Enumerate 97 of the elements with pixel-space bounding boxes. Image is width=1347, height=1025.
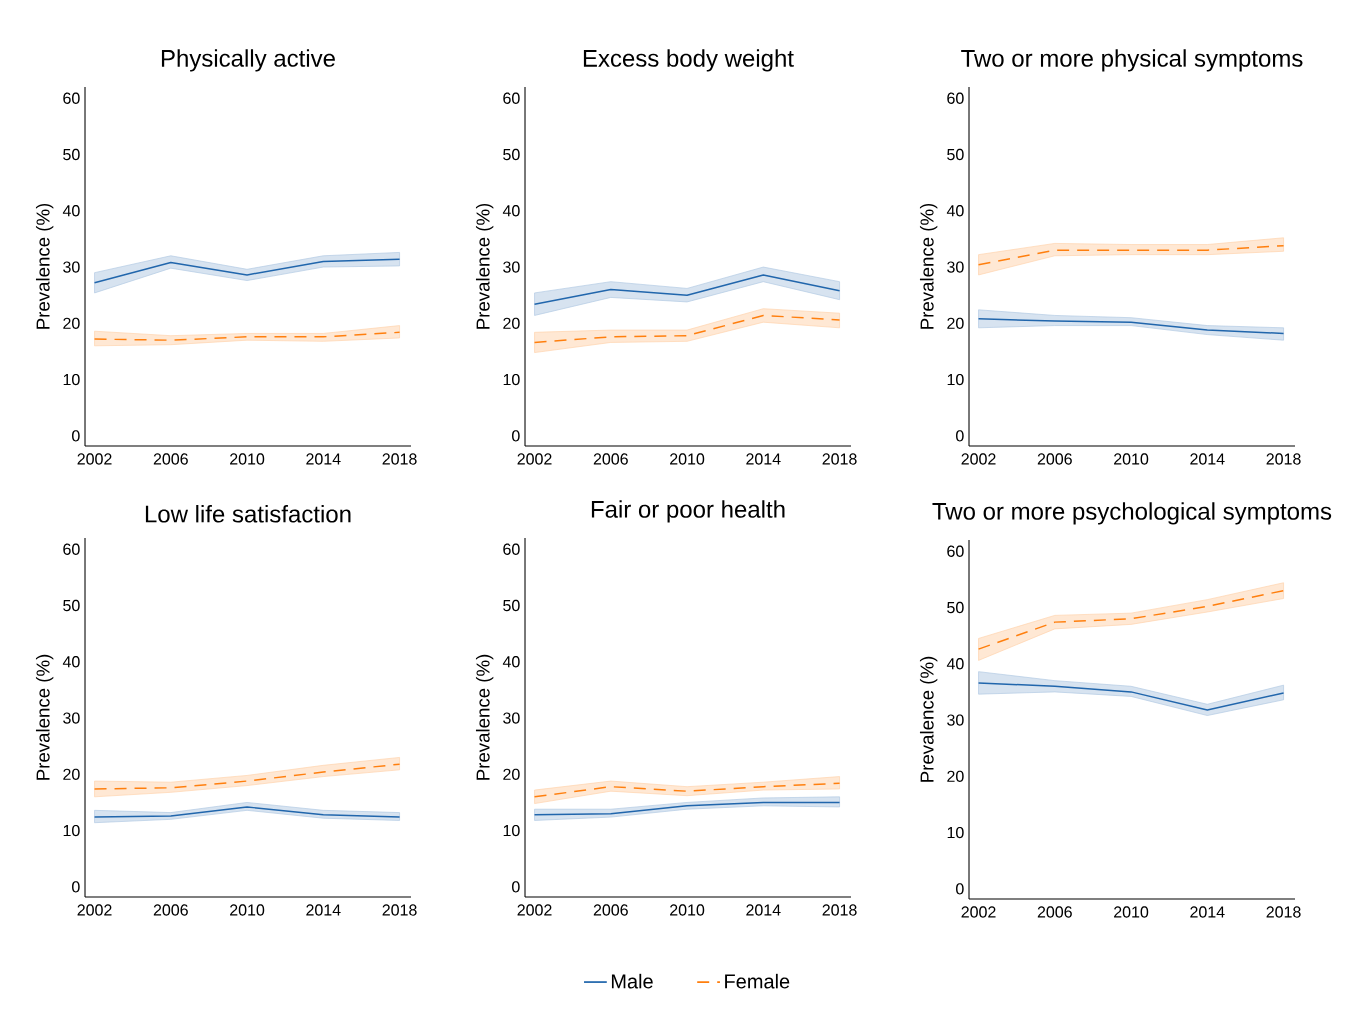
- y-tick-label: 50: [947, 601, 964, 614]
- y-tick-label: 20: [503, 768, 520, 780]
- y-tick-label: 20: [947, 317, 964, 329]
- line-series: [533, 801, 841, 816]
- y-tick-label: 0: [956, 430, 964, 442]
- y-tick-label: 50: [503, 599, 520, 612]
- y-tick-label: 40: [62, 205, 80, 217]
- line-series: [93, 331, 401, 341]
- y-tick-label: 30: [63, 261, 80, 273]
- y-axis-title: Prevalence (%): [35, 203, 54, 329]
- y-axis-title: Prevalence (%): [919, 656, 938, 782]
- chart-title: Low life satisfaction: [145, 504, 351, 523]
- y-tick-label: 40: [62, 656, 80, 668]
- y-tick-label: 0: [72, 430, 80, 442]
- y-tick-label: 10: [63, 824, 80, 837]
- x-tick-label: 2010: [670, 453, 705, 465]
- x-tick-label: 2006: [153, 453, 188, 465]
- x-tick-label: 2002: [517, 453, 552, 465]
- x-tick-label: 2010: [670, 904, 705, 916]
- x-tick-label: 2014: [306, 904, 341, 916]
- y-tick-label: 30: [503, 261, 520, 273]
- y-tick-label: 30: [63, 712, 80, 724]
- y-tick-label: 50: [63, 599, 80, 612]
- x-tick-label: 2002: [77, 904, 112, 916]
- x-tick-label: 2014: [1190, 906, 1225, 918]
- chart-title: Two or more physical symptoms: [961, 49, 1303, 72]
- line-series: [93, 258, 401, 284]
- legend-label: Female: [725, 973, 790, 989]
- y-tick-label: 0: [72, 881, 80, 893]
- y-tick-label: 60: [63, 543, 80, 555]
- y-tick-label: 40: [946, 658, 964, 670]
- line-series: [977, 682, 1285, 711]
- chart-title: Physically active: [161, 49, 335, 72]
- y-tick-label: 50: [947, 148, 964, 161]
- y-tick-label: 20: [947, 770, 964, 782]
- line-series: [977, 318, 1285, 335]
- x-tick-label: 2006: [1037, 453, 1072, 465]
- y-tick-label: 30: [503, 712, 520, 724]
- y-axis-title: Prevalence (%): [35, 654, 54, 780]
- chart-title: Two or more psychological symptoms: [932, 502, 1332, 525]
- x-tick-label: 2010: [230, 453, 265, 465]
- y-tick-label: 60: [503, 543, 520, 555]
- x-tick-label: 2018: [822, 904, 857, 916]
- y-tick-label: 60: [947, 545, 964, 557]
- y-tick-label: 0: [512, 881, 520, 893]
- y-tick-label: 10: [503, 824, 520, 837]
- x-tick-label: 2010: [1114, 906, 1149, 918]
- x-tick-label: 2006: [153, 904, 188, 916]
- y-axis-title: Prevalence (%): [919, 203, 938, 329]
- y-tick-label: 40: [502, 656, 520, 668]
- y-tick-label: 30: [947, 714, 964, 726]
- x-tick-label: 2002: [77, 453, 112, 465]
- line-series: [93, 806, 401, 818]
- y-tick-label: 50: [503, 148, 520, 161]
- legend-label: Male: [611, 973, 653, 989]
- y-tick-label: 0: [956, 883, 964, 895]
- y-tick-label: 0: [512, 430, 520, 442]
- y-tick-label: 10: [947, 826, 964, 839]
- x-tick-label: 2018: [822, 453, 857, 465]
- y-tick-label: 20: [503, 317, 520, 329]
- y-axis-title: Prevalence (%): [475, 654, 494, 780]
- x-tick-label: 2018: [1266, 453, 1301, 465]
- y-tick-label: 10: [503, 373, 520, 386]
- y-tick-label: 40: [946, 205, 964, 217]
- line-series: [93, 763, 401, 790]
- x-tick-label: 2002: [961, 453, 996, 465]
- x-tick-label: 2010: [1114, 453, 1149, 465]
- x-tick-label: 2002: [517, 904, 552, 916]
- y-tick-label: 20: [63, 768, 80, 780]
- y-tick-label: 60: [63, 92, 80, 104]
- y-axis-title: Prevalence (%): [475, 203, 494, 329]
- chart-title: Excess body weight: [583, 49, 794, 72]
- y-tick-label: 50: [63, 148, 80, 161]
- y-tick-label: 40: [502, 205, 520, 217]
- line-series: [533, 274, 841, 305]
- y-tick-label: 10: [947, 373, 964, 386]
- line-series: [533, 782, 841, 798]
- x-tick-label: 2010: [230, 904, 265, 916]
- x-tick-label: 2014: [746, 904, 781, 916]
- x-tick-label: 2006: [593, 453, 628, 465]
- x-tick-label: 2014: [1190, 453, 1225, 465]
- x-tick-label: 2018: [1266, 906, 1301, 918]
- y-tick-label: 10: [63, 373, 80, 386]
- chart-title: Fair or poor health: [591, 500, 785, 523]
- x-tick-label: 2014: [306, 453, 341, 465]
- y-tick-label: 30: [947, 261, 964, 273]
- y-tick-label: 60: [503, 92, 520, 104]
- x-tick-label: 2014: [746, 453, 781, 465]
- y-tick-label: 20: [63, 317, 80, 329]
- line-series: [977, 589, 1285, 650]
- line-series: [533, 314, 841, 344]
- x-tick-label: 2018: [382, 453, 417, 465]
- x-tick-label: 2006: [593, 904, 628, 916]
- y-tick-label: 60: [947, 92, 964, 104]
- x-tick-label: 2018: [382, 904, 417, 916]
- x-tick-label: 2006: [1037, 906, 1072, 918]
- x-tick-label: 2002: [961, 906, 996, 918]
